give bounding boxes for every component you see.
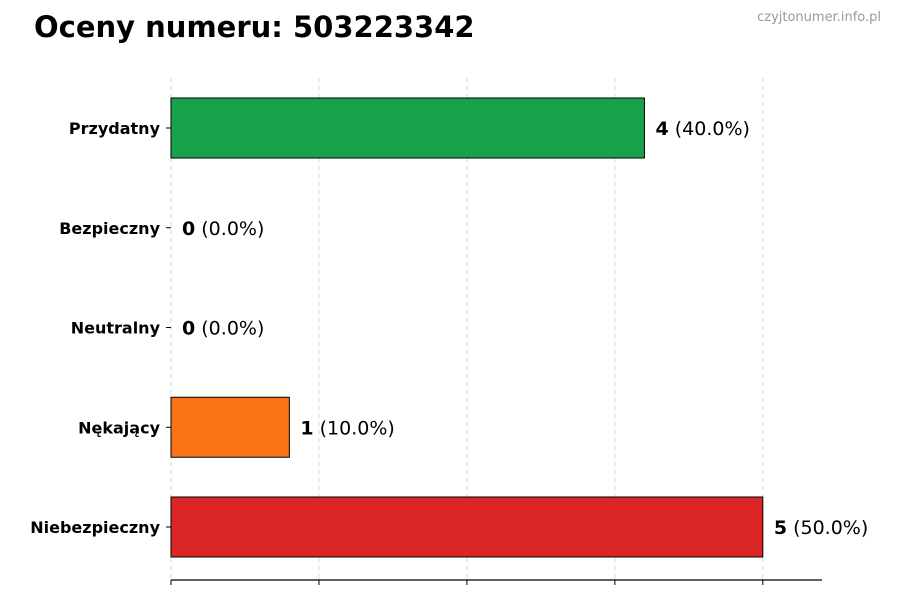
category-label: Bezpieczny	[59, 219, 160, 238]
chart-title: Oceny numeru: 503223342	[34, 10, 475, 44]
percent-label: (40.0%)	[669, 118, 750, 140]
bar-nękający	[170, 396, 290, 458]
value-label: 0	[182, 318, 195, 340]
value-label: 0	[182, 218, 195, 240]
category-label: Nękający	[78, 418, 160, 437]
percent-label: (0.0%)	[195, 218, 264, 240]
value-label: 4	[655, 118, 668, 140]
data-label: 1 (10.0%)	[300, 417, 394, 439]
watermark: czyjtonumer.info.pl	[757, 10, 881, 25]
data-label: 0 (0.0%)	[182, 318, 264, 340]
data-label: 5 (50.0%)	[774, 517, 868, 539]
category-label: Neutralny	[71, 319, 161, 338]
value-label: 5	[774, 517, 787, 539]
percent-label: (10.0%)	[314, 417, 395, 439]
value-label: 1	[300, 417, 313, 439]
percent-label: (50.0%)	[787, 517, 868, 539]
category-label: Niebezpieczny	[30, 518, 160, 537]
category-label: Przydatny	[69, 119, 161, 138]
percent-label: (0.0%)	[195, 318, 264, 340]
bar-niebezpieczny	[170, 496, 764, 558]
bar-przydatny	[170, 97, 645, 159]
data-label: 0 (0.0%)	[182, 218, 264, 240]
data-label: 4 (40.0%)	[655, 118, 749, 140]
